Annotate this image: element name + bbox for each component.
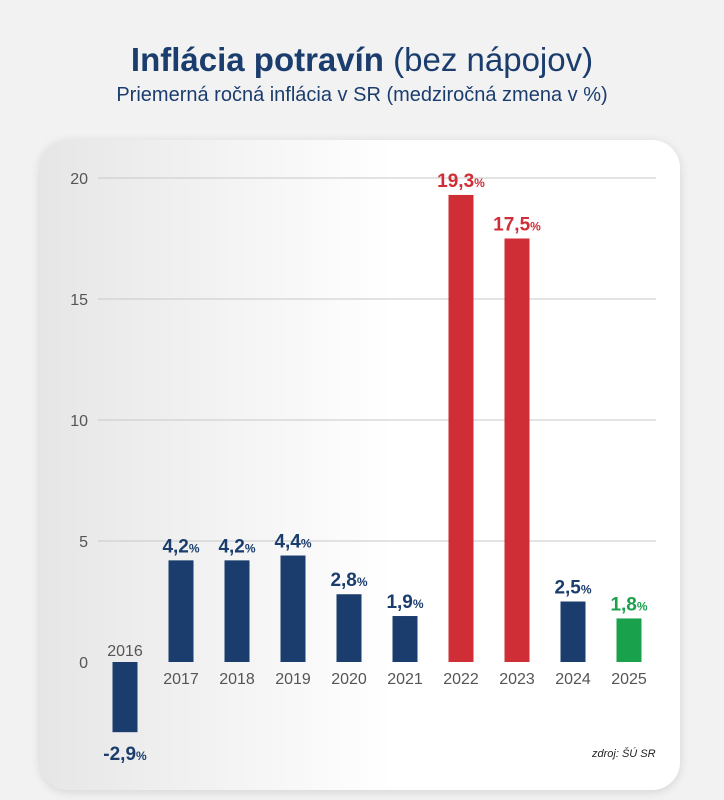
chart-title-suffix: (bez nápojov): [393, 41, 594, 78]
bar-2017: [168, 560, 194, 662]
bar-2024: [560, 601, 586, 662]
data-label: 1,8%: [610, 594, 647, 615]
chart-header: Inflácia potravín (bez nápojov) Priemern…: [0, 40, 724, 107]
data-label: 19,3%: [437, 171, 485, 192]
chart-subtitle: Priemerná ročná inflácia v SR (medziročn…: [116, 84, 608, 106]
y-tick-label: 15: [70, 292, 88, 309]
x-tick-label: 2022: [443, 671, 479, 688]
bar-2020: [336, 594, 362, 662]
bar-2025: [616, 618, 642, 662]
y-tick-label: 20: [70, 171, 88, 188]
chart-title: Inflácia potravín (bez nápojov): [0, 40, 724, 80]
bar-2023: [504, 238, 530, 662]
y-tick-label: 10: [70, 413, 88, 430]
data-label: -2,9%: [103, 744, 147, 765]
bar-2021: [392, 616, 418, 662]
x-tick-label: 2025: [611, 671, 647, 688]
x-tick-label: 2019: [275, 671, 311, 688]
data-label: 4,2%: [162, 536, 199, 557]
x-tick-label: 2021: [387, 671, 423, 688]
bar-2016: [112, 662, 138, 733]
data-label: 2,5%: [554, 578, 591, 599]
data-label: 17,5%: [493, 215, 541, 236]
bar-2019: [280, 555, 306, 662]
y-tick-label: 5: [79, 534, 88, 551]
x-tick-label: 2023: [499, 671, 535, 688]
bar-2022: [448, 194, 474, 662]
chart-title-main: Inflácia potravín: [130, 41, 384, 78]
bar-2018: [224, 560, 250, 662]
x-tick-label: 2017: [163, 671, 199, 688]
data-label: 4,4%: [274, 532, 311, 553]
data-label: 2,8%: [330, 570, 367, 591]
x-tick-label: 2024: [555, 671, 591, 688]
data-label: 4,2%: [218, 536, 255, 557]
y-tick-label: 0: [79, 655, 88, 672]
chart-panel: [40, 140, 680, 790]
x-tick-label: 2016: [107, 643, 143, 660]
x-tick-label: 2020: [331, 671, 367, 688]
data-label: 1,9%: [386, 592, 423, 613]
x-tick-label: 2018: [219, 671, 255, 688]
source-note: zdroj: ŠÚ SR: [592, 748, 656, 760]
